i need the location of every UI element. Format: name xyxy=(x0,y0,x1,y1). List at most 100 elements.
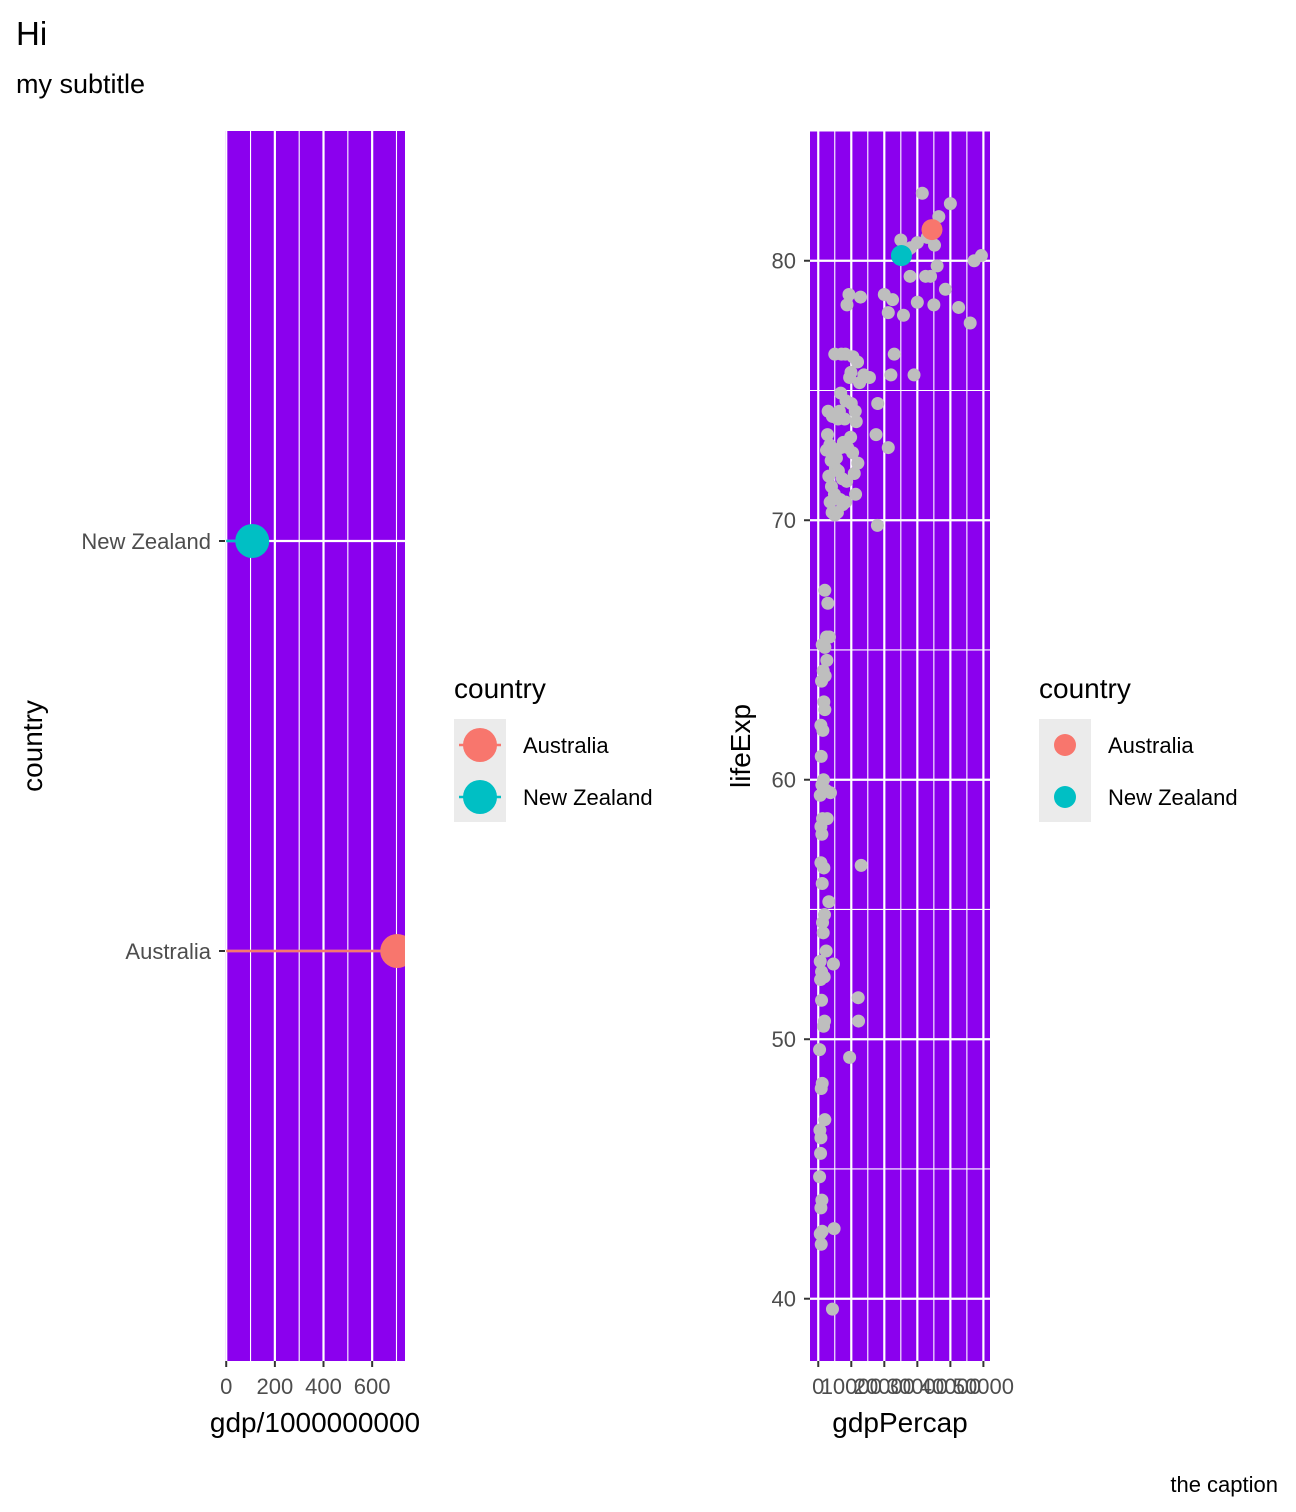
scatter-point xyxy=(815,674,829,688)
scatter-point xyxy=(844,430,858,444)
scatter-point xyxy=(813,1043,827,1057)
left-y-tick-label: Australia xyxy=(125,939,211,964)
left-x-tick-label: 600 xyxy=(354,1374,391,1399)
scatter-point xyxy=(854,290,868,304)
panel-left: 0 200 400 600 Australia New Zealand gdp/10000… xyxy=(17,131,420,1438)
right-y-tick-label: 60 xyxy=(772,768,796,793)
scatter-point xyxy=(851,991,865,1005)
scatter-point xyxy=(849,487,863,501)
scatter-point xyxy=(915,186,929,200)
scatter-point xyxy=(862,371,876,385)
scatter-point xyxy=(815,993,829,1007)
scatter-point xyxy=(853,376,867,390)
scatter-point xyxy=(887,347,901,361)
scatter-point xyxy=(846,446,860,460)
scatter-point xyxy=(821,596,835,610)
scatter-point xyxy=(938,282,952,296)
scatter-point xyxy=(903,269,917,283)
scatter-point xyxy=(816,915,830,929)
panel-left-grid xyxy=(225,131,405,1361)
scatter-point xyxy=(813,954,827,968)
scatter-point xyxy=(821,428,835,442)
scatter-point xyxy=(881,306,895,320)
scatter-point xyxy=(836,498,850,512)
legend-left-title: country xyxy=(454,673,546,704)
scatter-point xyxy=(896,308,910,322)
scatter-point xyxy=(823,495,837,509)
scatter-point xyxy=(974,249,988,263)
panel-left-background xyxy=(225,131,405,1361)
right-x-tick-label: 10000 xyxy=(821,1374,882,1399)
legend-left-keys xyxy=(459,728,501,814)
right-x-tick-label: 0 xyxy=(812,1374,824,1399)
left-x-tick-label: 200 xyxy=(257,1374,294,1399)
panel-left-axes: 0 200 400 600 Australia New Zealand xyxy=(81,529,390,1399)
legend-right: country Australia New Zealand xyxy=(1039,673,1238,822)
legend-right-title: country xyxy=(1039,673,1131,704)
scatter-point xyxy=(813,1170,827,1184)
scatter-point xyxy=(826,957,840,971)
scatter-point xyxy=(819,944,833,958)
scatter-point xyxy=(851,355,865,369)
legend-right-key-dot-new-zealand xyxy=(1054,786,1076,808)
scatter-point xyxy=(930,259,944,273)
scatter-point xyxy=(963,316,977,330)
scatter-point xyxy=(813,788,827,802)
legend-right-key-dot-australia xyxy=(1054,734,1076,756)
scatter-point xyxy=(813,1227,827,1241)
scatter-point xyxy=(849,415,863,429)
left-x-tick-label: 400 xyxy=(305,1374,342,1399)
right-y-tick-label: 70 xyxy=(772,508,796,533)
right-x-tick-label: 50000 xyxy=(953,1374,1014,1399)
scatter-point xyxy=(907,368,921,382)
legend-left-key-dot-australia xyxy=(463,728,497,762)
left-y-axis-title: country xyxy=(17,700,48,792)
scatter-point xyxy=(851,456,865,470)
scatter-point xyxy=(820,443,834,457)
scatter-point xyxy=(952,300,966,314)
scatter-point xyxy=(840,298,854,312)
right-y-tick-label: 40 xyxy=(772,1287,796,1312)
scatter-point xyxy=(814,1082,828,1096)
scatter-point xyxy=(871,396,885,410)
scatter-point xyxy=(818,583,832,597)
scatter-point xyxy=(822,895,836,909)
panel-left-marks xyxy=(226,524,405,968)
panel-right-marks xyxy=(813,186,988,1316)
scatter-point xyxy=(894,233,908,247)
left-x-tick-label: 0 xyxy=(220,1374,232,1399)
left-y-tick-label: New Zealand xyxy=(81,529,211,554)
scatter-point xyxy=(847,467,861,481)
scatter-point xyxy=(815,877,829,891)
scatter-point xyxy=(886,293,900,307)
scatter-point xyxy=(823,786,837,800)
highlight-point-new-zealand xyxy=(890,245,912,267)
scatter-point xyxy=(827,1222,841,1236)
scatter-point xyxy=(814,1237,828,1251)
chart-subtitle: my subtitle xyxy=(16,69,145,99)
right-x-tick-label: 20000 xyxy=(854,1374,915,1399)
scatter-point xyxy=(910,295,924,309)
right-y-axis-title: lifeExp xyxy=(725,704,756,788)
scatter-point xyxy=(825,1302,839,1316)
legend-left: country Australia New Zealand xyxy=(454,673,653,822)
scatter-point xyxy=(852,1014,866,1028)
lollipop-dot-australia xyxy=(380,934,405,968)
scatter-point xyxy=(817,1019,831,1033)
lollipop-dot-new-zealand xyxy=(235,524,270,558)
scatter-point xyxy=(816,926,830,940)
scatter-point xyxy=(927,298,941,312)
highlight-point-australia xyxy=(921,219,943,241)
scatter-point xyxy=(838,412,852,426)
scatter-point xyxy=(818,640,832,654)
right-x-axis-title: gdpPercap xyxy=(832,1407,967,1438)
scatter-point xyxy=(814,1131,828,1145)
scatter-point xyxy=(924,269,938,283)
scatter-point xyxy=(854,858,868,872)
scatter-point xyxy=(869,428,883,442)
scatter-point xyxy=(848,404,862,418)
chart-title: Hi xyxy=(16,15,47,52)
left-x-axis-title: gdp/1000000000 xyxy=(210,1407,420,1438)
